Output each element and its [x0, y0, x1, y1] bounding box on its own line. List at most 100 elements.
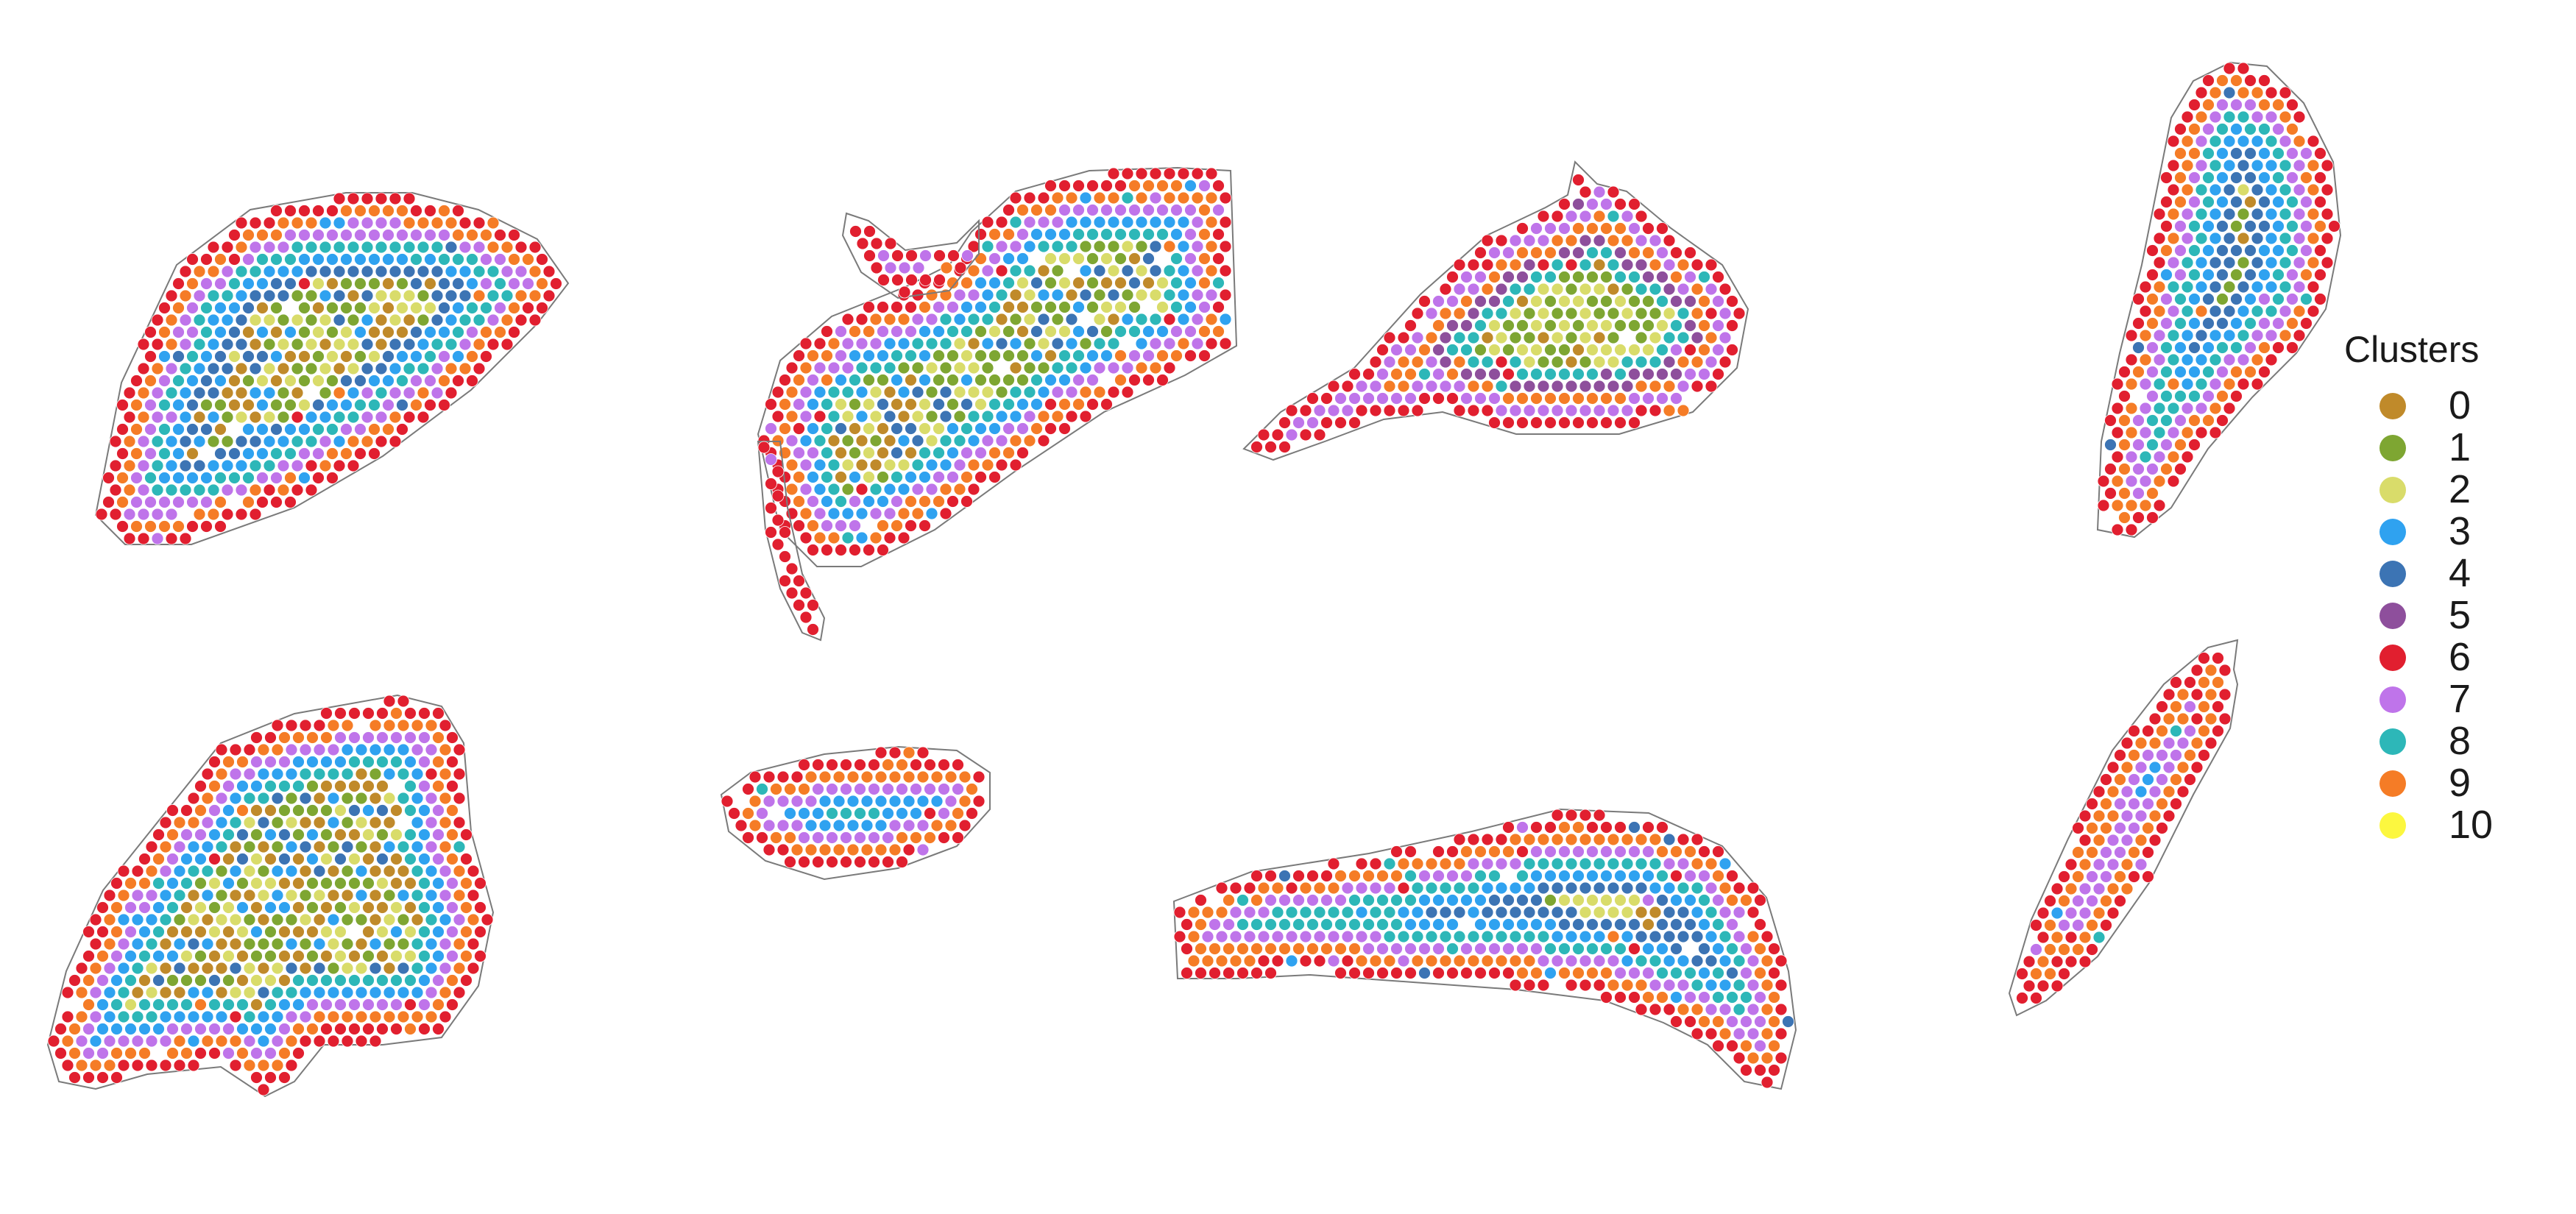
- spot: [418, 780, 431, 792]
- spot: [2204, 712, 2218, 725]
- spot: [2134, 809, 2148, 823]
- spot: [2230, 147, 2243, 160]
- spot: [1628, 271, 1641, 283]
- spot: [1453, 258, 1466, 271]
- spot: [1236, 943, 1249, 955]
- spot: [826, 856, 838, 868]
- tissue-sections: [46, 61, 2342, 1098]
- spot: [228, 472, 241, 484]
- spot: [354, 375, 367, 387]
- spot: [145, 840, 158, 853]
- spot: [891, 447, 903, 459]
- spot: [2237, 353, 2250, 366]
- spot: [1453, 906, 1466, 919]
- spot: [319, 216, 332, 230]
- spot: [397, 695, 410, 708]
- spot: [1051, 361, 1064, 375]
- spot: [960, 398, 973, 411]
- spot: [911, 386, 924, 399]
- spot: [2125, 523, 2138, 536]
- spot: [807, 398, 819, 411]
- spot: [284, 326, 297, 338]
- spot: [952, 783, 964, 795]
- spot: [1502, 344, 1515, 356]
- spot: [138, 1047, 151, 1059]
- spot: [285, 1059, 298, 1072]
- spot: [910, 831, 922, 844]
- spot: [194, 877, 207, 890]
- spot: [855, 458, 868, 472]
- spot: [1474, 845, 1487, 858]
- spot: [846, 795, 860, 808]
- spot: [396, 423, 408, 436]
- spot: [1411, 331, 1424, 344]
- spot: [292, 1023, 305, 1035]
- spot: [2181, 329, 2194, 342]
- spot: [243, 865, 256, 878]
- spot: [883, 386, 896, 399]
- spot: [229, 816, 242, 829]
- spot: [306, 780, 319, 792]
- spot: [2037, 955, 2050, 968]
- spot: [2279, 207, 2292, 221]
- spot: [1058, 374, 1071, 386]
- spot: [1530, 870, 1543, 882]
- spot: [877, 301, 889, 313]
- spot: [1579, 210, 1592, 223]
- spot: [2174, 439, 2187, 451]
- spot: [200, 399, 213, 411]
- spot: [855, 410, 868, 423]
- spot: [1530, 416, 1543, 429]
- spot: [2100, 846, 2112, 859]
- spot: [946, 325, 959, 338]
- spot: [1023, 313, 1036, 326]
- spot: [292, 974, 305, 987]
- spot: [453, 767, 466, 781]
- spot: [264, 853, 277, 865]
- spot: [2142, 773, 2154, 786]
- spot: [382, 399, 394, 411]
- spot: [2293, 110, 2306, 124]
- spot: [1670, 943, 1682, 955]
- spot: [494, 277, 506, 290]
- spot: [2265, 86, 2278, 99]
- spot: [1600, 271, 1613, 283]
- spot: [1446, 918, 1459, 931]
- spot: [2086, 919, 2098, 931]
- spot: [1509, 404, 1522, 417]
- spot: [1572, 894, 1585, 906]
- spot: [284, 375, 297, 387]
- spot: [396, 302, 408, 314]
- spot: [995, 313, 1008, 326]
- spot: [292, 926, 305, 938]
- spot: [285, 1010, 298, 1023]
- spot: [376, 877, 389, 890]
- spot: [214, 472, 227, 484]
- spot: [1128, 325, 1141, 338]
- tissue-outline: [46, 694, 495, 1098]
- spot: [1467, 857, 1480, 870]
- spot: [96, 974, 109, 987]
- spot: [1614, 918, 1627, 931]
- spot: [243, 1010, 256, 1023]
- spot: [902, 819, 916, 832]
- spot: [278, 950, 291, 962]
- spot: [1614, 416, 1627, 429]
- spot: [417, 289, 430, 302]
- spot: [1537, 833, 1550, 846]
- spot: [389, 216, 402, 230]
- spot: [1376, 392, 1389, 405]
- spot: [813, 458, 827, 472]
- spot: [1086, 228, 1099, 241]
- spot: [1551, 355, 1564, 369]
- spot: [2016, 992, 2028, 1004]
- spot: [804, 795, 818, 808]
- spot: [2279, 232, 2292, 245]
- spot: [1212, 325, 1225, 338]
- spot: [459, 216, 472, 230]
- legend-dot-icon: [2379, 560, 2406, 587]
- spot: [1425, 307, 1438, 320]
- spot: [2132, 317, 2145, 330]
- spot: [2167, 232, 2180, 245]
- spot: [2265, 256, 2278, 269]
